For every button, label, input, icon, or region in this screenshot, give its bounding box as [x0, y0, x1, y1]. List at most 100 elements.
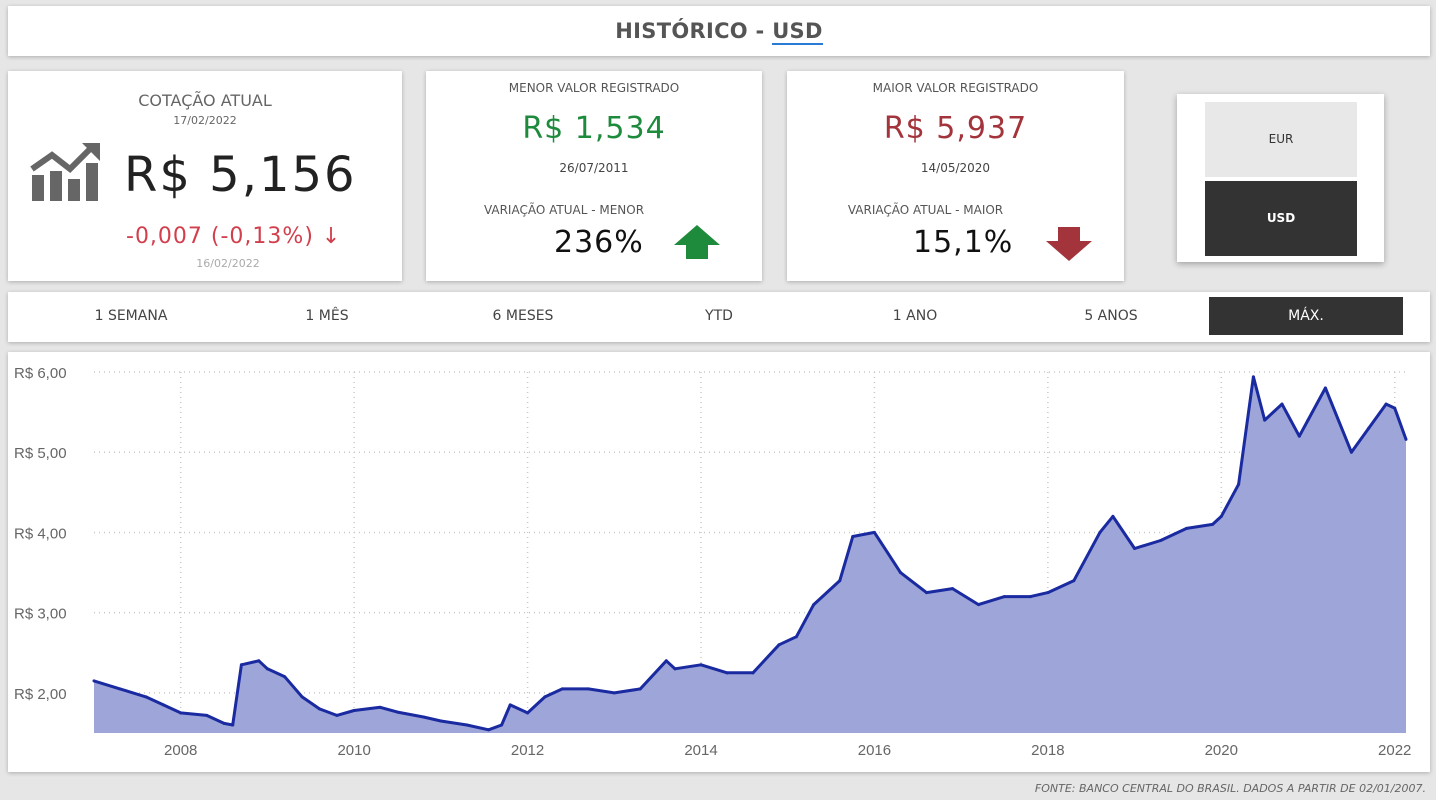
min-value: R$ 1,534 [522, 111, 666, 146]
x-tick-label: 2014 [684, 742, 717, 759]
data-point [950, 587, 954, 591]
data-point [1072, 579, 1076, 583]
data-point [205, 713, 209, 717]
data-point [1251, 375, 1255, 379]
data-point [1263, 418, 1267, 422]
data-point [1159, 538, 1163, 542]
data-point [508, 703, 512, 707]
data-point [1237, 482, 1241, 486]
data-point [1306, 418, 1310, 422]
tab-ytd[interactable]: YTD [705, 308, 733, 324]
tab-max[interactable]: MÁX. [1209, 297, 1403, 335]
y-tick-label: R$ 6,00 [14, 365, 67, 382]
data-point [378, 705, 382, 709]
data-point [1393, 406, 1397, 410]
data-point [231, 723, 235, 727]
max-value-card: MAIOR VALOR REGISTRADO R$ 5,937 14/05/20… [787, 71, 1124, 281]
data-point [352, 709, 356, 713]
data-point [161, 703, 165, 707]
data-point [257, 659, 261, 663]
source-footnote: FONTE: BANCO CENTRAL DO BRASIL. DADOS A … [1034, 782, 1426, 795]
y-tick-label: R$ 5,00 [14, 445, 67, 462]
current-rate-date: 17/02/2022 [173, 114, 237, 127]
data-point [543, 695, 547, 699]
min-value-card: MENOR VALOR REGISTRADO R$ 1,534 26/07/20… [426, 71, 762, 281]
max-value-date: 14/05/2020 [920, 161, 991, 175]
x-tick-label: 2008 [164, 742, 197, 759]
chart-panel: R$ 2,00 R$ 3,00 R$ 4,00 R$ 5,00 R$ 6,00 2008 2… [8, 352, 1430, 772]
data-point [179, 711, 183, 715]
x-tick-label: 2012 [511, 742, 544, 759]
tab-1-ano[interactable]: 1 ANO [892, 308, 938, 324]
data-point [1003, 595, 1007, 599]
data-point [335, 713, 339, 717]
data-point [1297, 434, 1301, 438]
data-point [794, 635, 798, 639]
data-point [586, 687, 590, 691]
data-point [1280, 402, 1284, 406]
current-rate-card: COTAÇÃO ATUAL 17/02/2022 R$ 5,156 -0,007… [8, 71, 402, 281]
data-point [1185, 526, 1189, 530]
x-tick-label: 2016 [858, 742, 891, 759]
data-point [487, 728, 491, 732]
data-point [664, 659, 668, 663]
data-point [751, 671, 755, 675]
previous-rate-date: 16/02/2022 [196, 257, 260, 270]
min-value-date: 26/07/2011 [559, 161, 629, 175]
data-point [1029, 595, 1033, 599]
data-point [638, 687, 642, 691]
tab-6-meses[interactable]: 6 MESES [492, 308, 554, 324]
data-point [118, 687, 122, 691]
x-tick-label: 2018 [1031, 742, 1064, 759]
data-point [976, 603, 980, 607]
tab-5-anos[interactable]: 5 ANOS [1084, 308, 1138, 324]
data-point [396, 710, 400, 714]
x-tick-label: 2020 [1205, 742, 1238, 759]
data-point [560, 687, 564, 691]
data-point [838, 579, 842, 583]
series-area-usd [94, 376, 1406, 733]
data-point [1323, 386, 1327, 390]
data-point [465, 723, 469, 727]
currency-link[interactable]: USD [772, 19, 823, 45]
data-point [1211, 522, 1215, 526]
y-tick-label: R$ 4,00 [14, 525, 67, 542]
min-value-label: MENOR VALOR REGISTRADO [508, 81, 680, 95]
currency-button-eur[interactable]: EUR [1205, 102, 1357, 177]
current-rate-value: R$ 5,156 [124, 147, 357, 203]
data-point [317, 707, 321, 711]
data-point [924, 591, 928, 595]
history-area-chart: R$ 2,00 R$ 3,00 R$ 4,00 R$ 5,00 R$ 6,00 2008 2… [14, 365, 1411, 759]
data-point [699, 663, 703, 667]
max-value-label: MAIOR VALOR REGISTRADO [872, 81, 1039, 95]
variation-min-value: 236% [554, 225, 644, 260]
data-point [1219, 514, 1223, 518]
data-point [1133, 546, 1137, 550]
data-point [777, 643, 781, 647]
data-point [144, 695, 148, 699]
data-point [725, 671, 729, 675]
current-rate-change: -0,007 (-0,13%) ↓ [126, 224, 342, 249]
data-point [92, 679, 96, 683]
data-point [283, 675, 287, 679]
variation-min-label: VARIAÇÃO ATUAL - MENOR [483, 203, 645, 217]
data-point [1046, 591, 1050, 595]
variation-max-label: VARIAÇÃO ATUAL - MAIOR [847, 203, 1004, 217]
up-arrow-icon [674, 225, 720, 259]
max-value: R$ 5,937 [883, 111, 1028, 146]
tab-1-semana[interactable]: 1 SEMANA [94, 308, 168, 324]
data-point [422, 715, 426, 719]
current-rate-label: COTAÇÃO ATUAL [138, 91, 272, 110]
data-point [222, 721, 226, 725]
data-point [872, 530, 876, 534]
data-point [1349, 450, 1353, 454]
y-tick-label: R$ 3,00 [14, 606, 67, 623]
down-arrow-icon [1046, 227, 1092, 261]
tab-1-mes[interactable]: 1 MÊS [305, 308, 349, 324]
x-tick-label: 2022 [1378, 742, 1411, 759]
data-point [1367, 426, 1371, 430]
data-point [851, 534, 855, 538]
data-point [1098, 530, 1102, 534]
data-point [1111, 514, 1115, 518]
currency-button-usd[interactable]: USD [1205, 181, 1357, 256]
